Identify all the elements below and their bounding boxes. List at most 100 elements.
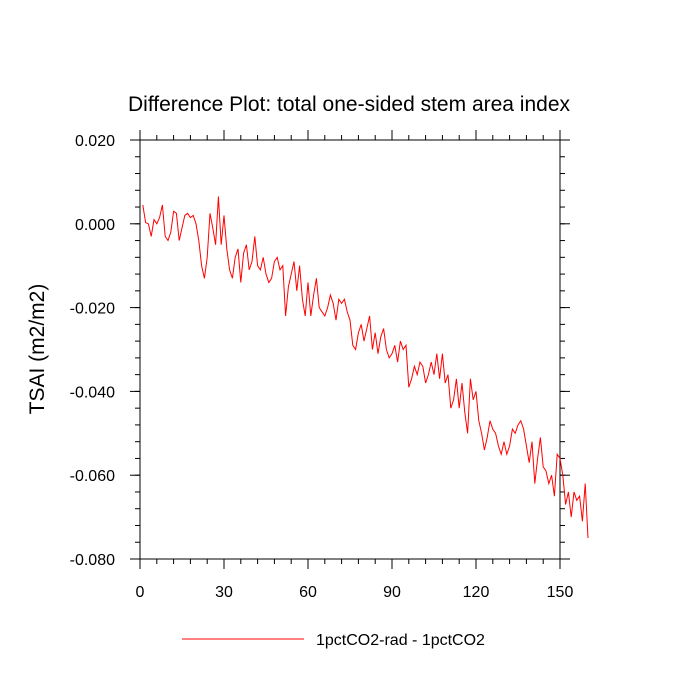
data-point [548, 483, 549, 484]
data-point [419, 361, 420, 362]
data-point [445, 382, 446, 383]
data-point [568, 491, 569, 492]
data-point [156, 223, 157, 224]
data-point [475, 391, 476, 392]
data-point [167, 240, 168, 241]
data-point [257, 265, 258, 266]
x-tick-labels: 0 30 60 90 120 150 [136, 584, 574, 601]
series-points [142, 196, 588, 539]
data-point [223, 215, 224, 216]
data-point [456, 378, 457, 379]
data-point [277, 257, 278, 258]
data-point [428, 374, 429, 375]
data-point [478, 420, 479, 421]
data-point [302, 299, 303, 300]
data-point [579, 496, 580, 497]
major-ticks [130, 130, 570, 569]
data-point [358, 332, 359, 333]
data-point [193, 215, 194, 216]
data-point [531, 441, 532, 442]
data-point [187, 213, 188, 214]
data-point [459, 408, 460, 409]
data-point [467, 433, 468, 434]
data-point [417, 374, 418, 375]
series-line [142, 196, 589, 539]
data-point [517, 424, 518, 425]
data-point [537, 458, 538, 459]
data-point [229, 269, 230, 270]
data-point [562, 475, 563, 476]
data-point [221, 244, 222, 245]
data-point [526, 445, 527, 446]
data-point [394, 345, 395, 346]
x-tick-label: 120 [463, 584, 490, 601]
data-point [411, 378, 412, 379]
data-point [355, 349, 356, 350]
x-tick-label: 90 [383, 584, 401, 601]
data-point [254, 236, 255, 237]
data-point [226, 248, 227, 249]
data-point [543, 466, 544, 467]
x-tick-label: 60 [299, 584, 317, 601]
data-point [162, 204, 163, 205]
data-point [260, 269, 261, 270]
data-point [400, 341, 401, 342]
data-point [176, 213, 177, 214]
data-point [554, 496, 555, 497]
x-tick-label: 30 [215, 584, 233, 601]
data-point [585, 483, 586, 484]
data-point [439, 378, 440, 379]
y-tick-label: -0.020 [70, 301, 115, 318]
data-point [405, 345, 406, 346]
data-point [271, 278, 272, 279]
data-point [159, 217, 160, 218]
data-point [576, 500, 577, 501]
data-point [498, 445, 499, 446]
data-point [509, 445, 510, 446]
data-point [232, 278, 233, 279]
data-point [442, 353, 443, 354]
data-point [433, 374, 434, 375]
data-point [545, 470, 546, 471]
data-point [263, 257, 264, 258]
data-point [515, 433, 516, 434]
data-point [198, 240, 199, 241]
data-point [285, 315, 286, 316]
data-point [503, 441, 504, 442]
data-point [557, 454, 558, 455]
data-point [369, 315, 370, 316]
data-point [170, 232, 171, 233]
data-point [335, 320, 336, 321]
data-point [209, 213, 210, 214]
data-point [151, 236, 152, 237]
data-point [179, 240, 180, 241]
data-point [408, 387, 409, 388]
data-point [173, 211, 174, 212]
data-point [344, 299, 345, 300]
data-point [274, 261, 275, 262]
data-point [251, 261, 252, 262]
data-point [389, 357, 390, 358]
data-point [282, 265, 283, 266]
data-point [305, 315, 306, 316]
data-point [310, 315, 311, 316]
data-point [190, 217, 191, 218]
data-point [288, 286, 289, 287]
data-point [495, 433, 496, 434]
data-point [481, 433, 482, 434]
data-point [403, 349, 404, 350]
data-point [347, 311, 348, 312]
minor-ticks [135, 135, 565, 564]
data-point [352, 345, 353, 346]
data-point [243, 253, 244, 254]
data-point [559, 458, 560, 459]
x-tick-label: 0 [136, 584, 145, 601]
data-point [489, 420, 490, 421]
data-point [534, 483, 535, 484]
data-point [195, 223, 196, 224]
data-point [464, 412, 465, 413]
data-point [473, 399, 474, 400]
data-point [249, 269, 250, 270]
data-point [246, 244, 247, 245]
